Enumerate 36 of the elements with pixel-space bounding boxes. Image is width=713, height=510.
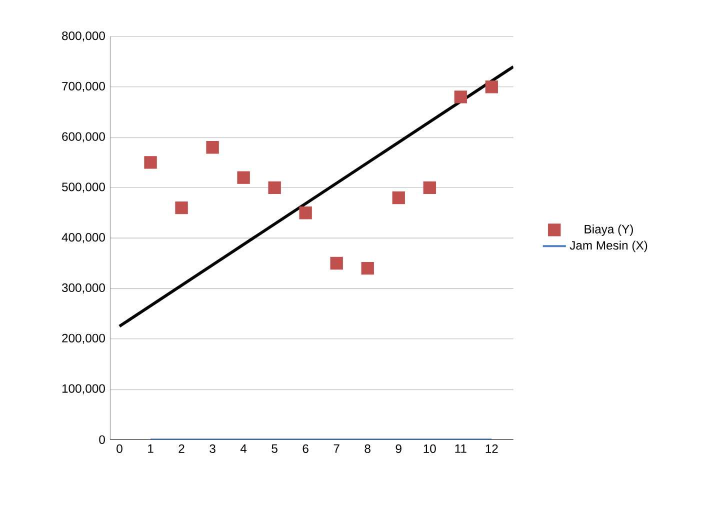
y-tick-label: 200,000 (62, 334, 105, 344)
point (206, 141, 219, 154)
x-tick-label: 9 (396, 444, 402, 454)
point (485, 80, 498, 94)
x-tick-label: 10 (424, 444, 436, 454)
point (237, 171, 250, 184)
y-tick-label: 400,000 (62, 233, 105, 244)
y-tick-label: 800,000 (62, 32, 105, 42)
point (361, 262, 374, 275)
x-tick-label: 11 (455, 444, 466, 453)
point (299, 206, 312, 220)
point (330, 257, 343, 270)
x-tick-label: 2 (178, 444, 184, 454)
x-tick-label: 8 (364, 444, 370, 454)
y-tick-label: 500,000 (62, 182, 105, 193)
point (454, 90, 467, 104)
x-tick-label: 4 (240, 444, 247, 453)
y-tick-label: 700,000 (62, 82, 105, 92)
x-tick-label: 12 (486, 444, 498, 454)
point (144, 156, 157, 170)
y-tick-label: 0 (99, 436, 105, 444)
x-tick-label: 5 (272, 444, 278, 454)
legend-label: Jam Mesin (X) (570, 241, 648, 252)
legend-label: Biaya (Y) (584, 224, 633, 236)
x-tick-label: 3 (210, 444, 216, 454)
y-tick-label: 600,000 (62, 132, 105, 143)
x-tick-label: 6 (302, 444, 308, 454)
x-tick-label: 7 (334, 444, 340, 453)
x-tick-label: 0 (116, 444, 122, 454)
point (175, 202, 188, 214)
x-tick-label: 1 (148, 444, 154, 453)
point (392, 192, 405, 204)
point (423, 182, 436, 194)
point (268, 182, 281, 194)
y-tick-label: 100,000 (62, 384, 105, 394)
y-tick-label: 300,000 (62, 284, 105, 294)
